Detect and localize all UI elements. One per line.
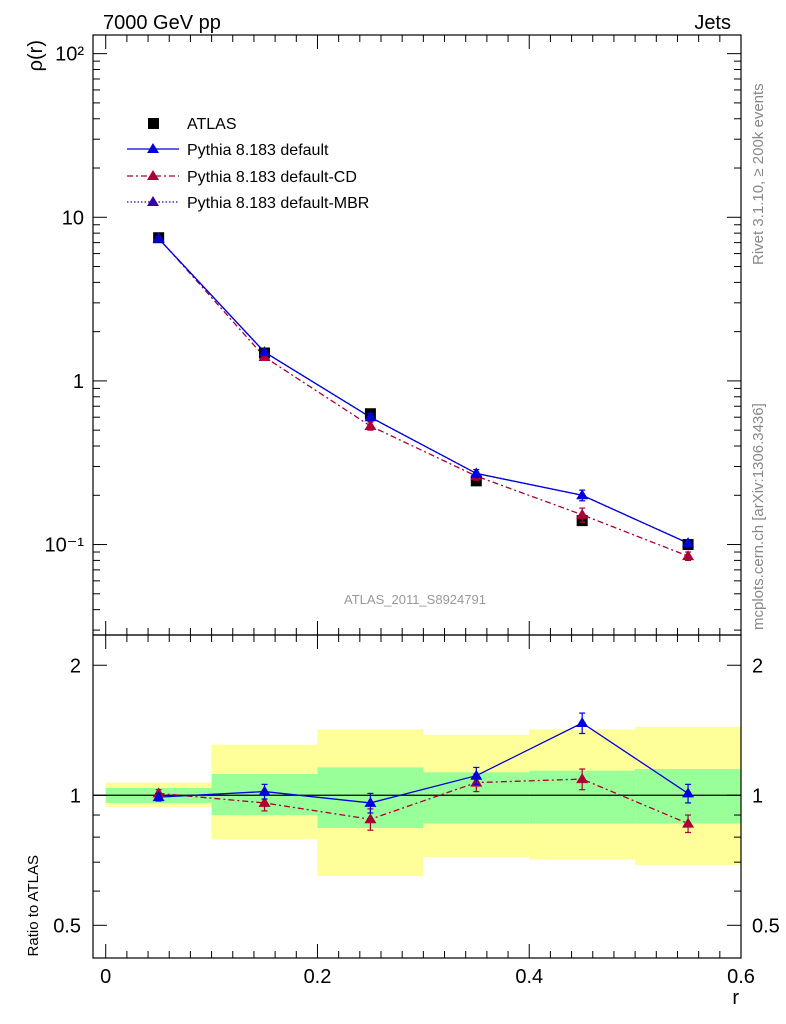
- legend: ATLAS Pythia 8.183 default Pythia 8.183 …: [127, 116, 369, 212]
- series-line-default-cd: [158, 237, 689, 557]
- ratio-y-tick-label-left: 1: [70, 785, 81, 807]
- ratio-cd-point: [258, 796, 271, 807]
- ratio-plot-frame: [92, 634, 742, 959]
- default-point: [576, 489, 589, 500]
- x-tick-label: 0.4: [515, 966, 543, 988]
- legend-label-default: Pythia 8.183 default: [187, 142, 329, 159]
- cd-point: [682, 550, 695, 561]
- ratio-line-default-cd: [158, 778, 689, 825]
- cd-point: [576, 508, 589, 519]
- ratio-y-tick-label-right: 1: [752, 785, 763, 807]
- legend-label-mbr: Pythia 8.183 default-MBR: [187, 195, 369, 212]
- analysis-id: ATLAS_2011_S8924791: [344, 592, 486, 607]
- main-y-tick-label: 10²: [55, 44, 84, 66]
- default-point: [682, 537, 695, 548]
- ratio-y-tick-label-left: 2: [70, 655, 81, 677]
- ratio-default-point: [470, 769, 483, 780]
- main-y-tick-label: 1: [73, 371, 84, 393]
- ratio-y-tick-label-right: 2: [752, 655, 763, 677]
- ratio-default-point: [576, 717, 589, 728]
- x-tick-label: 0: [100, 966, 111, 988]
- main-y-tick-label: 10: [62, 207, 84, 229]
- legend-marker-mbr: [147, 196, 159, 206]
- series-line-default: [158, 238, 689, 544]
- source-label: mcplots.cern.ch [arXiv:1306.3436]: [750, 403, 767, 630]
- rivet-label: Rivet 3.1.10, ≥ 200k events: [750, 83, 767, 265]
- ratio-cd-point: [364, 813, 377, 824]
- ratio-cd-point: [576, 773, 589, 784]
- x-tick-label: 0.6: [727, 966, 755, 988]
- energy-label: 7000 GeV pp: [103, 12, 221, 34]
- ratio-default-point: [364, 796, 377, 807]
- main-ylabel: ρ(r): [25, 40, 47, 71]
- default-point: [258, 346, 271, 357]
- legend-label-cd: Pythia 8.183 default-CD: [187, 169, 357, 186]
- ratio-y-tick-label-right: 0.5: [752, 915, 780, 937]
- legend-marker-atlas: [148, 118, 159, 129]
- x-tick-label: 0.2: [304, 966, 332, 988]
- ratio-line-default: [158, 722, 689, 804]
- series-line-default-mbr: [158, 238, 689, 544]
- legend-marker-default: [147, 143, 159, 153]
- ratio-y-tick-label-left: 0.5: [53, 915, 81, 937]
- ratio-default-point: [258, 785, 271, 796]
- process-label: Jets: [694, 12, 731, 34]
- default-point: [152, 232, 165, 243]
- legend-label-atlas: ATLAS: [187, 116, 237, 133]
- ratio-cd-point: [682, 817, 695, 828]
- main-y-tick-label: 10⁻¹: [45, 535, 85, 557]
- ratio-default-point: [152, 791, 165, 802]
- cd-point: [364, 420, 377, 431]
- default-point: [364, 411, 377, 422]
- default-point: [470, 467, 483, 478]
- legend-marker-cd: [147, 170, 159, 180]
- x-axis-label: r: [732, 987, 739, 1009]
- ratio-default-point: [682, 787, 695, 798]
- ratio-ylabel: Ratio to ATLAS: [25, 855, 42, 956]
